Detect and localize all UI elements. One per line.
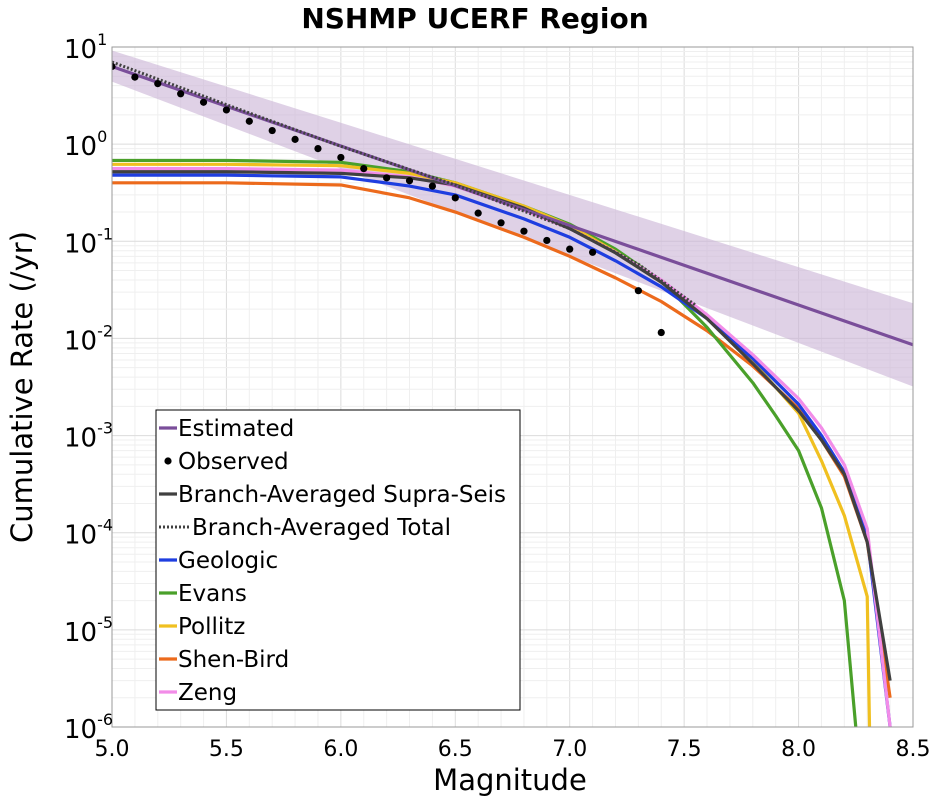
observed-point — [268, 126, 276, 135]
x-tick-label: 5.0 — [95, 737, 130, 762]
legend-item-branch-averaged-supra-seis: Branch-Averaged Supra-Seis — [159, 482, 506, 508]
legend-label: Evans — [178, 581, 247, 607]
legend-swatch — [164, 457, 172, 465]
x-tick-label: 7.0 — [552, 737, 587, 762]
legend-label: Observed — [178, 449, 289, 475]
observed-point — [428, 182, 436, 190]
y-axis-label: Cumulative Rate (/yr) — [5, 231, 39, 543]
y-tick-label: 10-5 — [64, 613, 113, 648]
x-tick-label: 7.5 — [667, 737, 702, 762]
legend: Estimated Observed Branch-Averaged Supra-S… — [155, 409, 521, 711]
legend-items: Estimated Observed Branch-Averaged Supra-S… — [159, 416, 506, 706]
observed-point — [314, 144, 322, 153]
legend-item-shen-bird: Shen-Bird — [159, 647, 289, 673]
x-tick-label: 5.5 — [209, 737, 244, 762]
legend-label: Branch-Averaged Total — [192, 515, 451, 541]
observed-point — [657, 328, 665, 337]
series-line-geologic — [112, 173, 892, 727]
legend-label: Branch-Averaged Supra-Seis — [178, 482, 506, 508]
observed-point — [543, 236, 551, 245]
observed-point — [199, 98, 208, 106]
observed-point — [245, 117, 253, 125]
plot-frame — [111, 46, 914, 728]
legend-box — [155, 409, 521, 711]
legend-item-estimated: Estimated — [159, 416, 294, 442]
observed-point — [405, 177, 414, 185]
observed-point — [634, 287, 642, 295]
legend-label: Zeng — [178, 680, 237, 706]
legend-item-branch-averaged-total: Branch-Averaged Total — [159, 515, 451, 541]
observed-point — [520, 227, 528, 235]
legend-item-geologic: Geologic — [159, 548, 278, 574]
series-line-branch-averaged-total — [112, 60, 697, 307]
legend-label: Estimated — [178, 416, 294, 442]
series-line-branch-averaged-supra-seis — [112, 170, 892, 681]
legend-item-observed: Observed — [164, 449, 289, 475]
observed-point — [291, 135, 299, 143]
legend-item-evans: Evans — [159, 581, 247, 607]
observed-point — [177, 90, 185, 98]
x-tick-label: 6.0 — [323, 737, 358, 762]
observed-point — [360, 165, 368, 173]
legend-label: Pollitz — [178, 614, 245, 640]
x-tick-label: 8.5 — [896, 737, 931, 762]
legend-label: Shen-Bird — [178, 647, 289, 673]
observed-point — [222, 106, 231, 114]
legend-label: Geologic — [178, 548, 278, 574]
observed-point — [566, 245, 574, 253]
observed-point — [337, 153, 345, 162]
observed-point — [451, 194, 459, 202]
x-axis-label: Magnitude — [433, 763, 587, 797]
chart-title: NSHMP UCERF Region — [301, 2, 648, 35]
x-tick-label: 6.5 — [438, 737, 473, 762]
legend-item-pollitz: Pollitz — [159, 614, 245, 640]
observed-point — [383, 174, 391, 182]
observed-point — [112, 62, 116, 71]
observed-point — [474, 209, 482, 217]
x-tick-label: 8.0 — [781, 737, 816, 762]
observed-point — [589, 248, 597, 256]
plot-area — [112, 50, 913, 727]
observed-point — [154, 79, 162, 88]
legend-item-zeng: Zeng — [159, 680, 237, 706]
observed-point — [131, 73, 139, 81]
x-axis-ticks: 5.0 5.5 6.0 6.5 7.0 7.5 8.0 8.5 — [95, 737, 931, 762]
observed-point — [497, 219, 505, 227]
